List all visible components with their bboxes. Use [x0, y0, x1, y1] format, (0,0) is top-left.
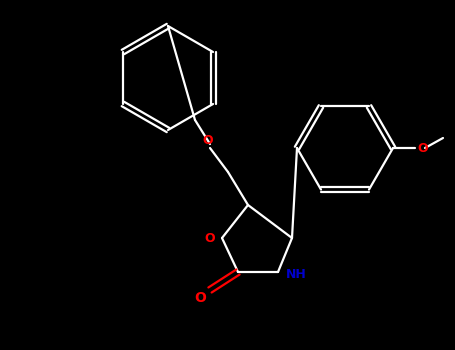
Text: O: O	[417, 141, 428, 154]
Text: NH: NH	[286, 267, 306, 280]
Text: O: O	[202, 133, 213, 147]
Text: O: O	[194, 291, 206, 305]
Text: O: O	[205, 231, 215, 245]
